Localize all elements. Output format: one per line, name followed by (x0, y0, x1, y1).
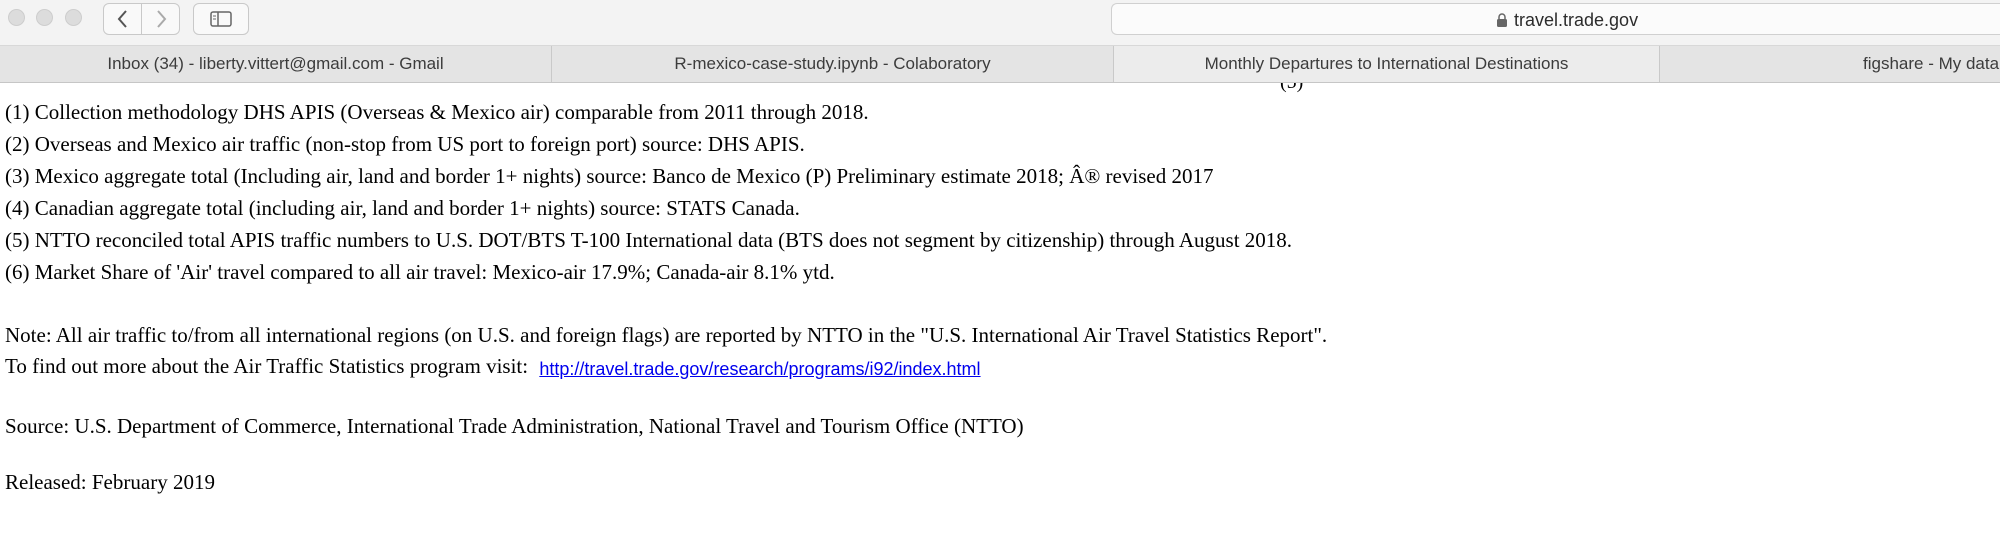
lock-icon (1497, 13, 1507, 27)
more-info-line: To find out more about the Air Traffic S… (5, 354, 981, 379)
forward-button[interactable] (141, 4, 179, 34)
footnote-2: (2) Overseas and Mexico air traffic (non… (5, 132, 805, 156)
sidebar-toggle-button[interactable] (193, 3, 249, 35)
zoom-window-button[interactable] (65, 9, 82, 26)
footnote-1: (1) Collection methodology DHS APIS (Ove… (5, 100, 869, 124)
minimize-window-button[interactable] (36, 9, 53, 26)
tab-figshare[interactable]: figshare - My data (1660, 46, 2000, 82)
back-button[interactable] (104, 4, 141, 34)
footnote-5: (5) NTTO reconciled total APIS traffic n… (5, 228, 1293, 252)
page-content: (5) (1) Collection methodology DHS APIS … (0, 83, 2000, 537)
clipped-footnote-marker: (5) (1280, 83, 1303, 94)
tab-colaboratory[interactable]: R-mexico-case-study.ipynb - Colaboratory (552, 46, 1114, 82)
note-line: Note: All air traffic to/from all intern… (5, 323, 1328, 347)
navigation-buttons (103, 3, 180, 35)
more-info-text: To find out more about the Air Traffic S… (5, 354, 529, 378)
footnote-4: (4) Canadian aggregate total (including … (5, 196, 800, 220)
browser-toolbar: travel.trade.gov (0, 0, 2000, 46)
address-bar[interactable]: travel.trade.gov (1111, 3, 2000, 35)
close-window-button[interactable] (8, 9, 25, 26)
tab-bar: Inbox (34) - liberty.vittert@gmail.com -… (0, 46, 2000, 83)
url-text: travel.trade.gov (1514, 10, 1639, 30)
footnote-6: (6) Market Share of 'Air' travel compare… (5, 260, 835, 284)
address-content: travel.trade.gov (1496, 10, 1638, 31)
air-traffic-program-link[interactable]: http://travel.trade.gov/research/program… (539, 359, 981, 379)
chevron-right-icon (156, 10, 166, 28)
footnote-3: (3) Mexico aggregate total (Including ai… (5, 164, 1214, 188)
source-line: Source: U.S. Department of Commerce, Int… (5, 414, 1024, 438)
chevron-left-icon (117, 10, 127, 28)
released-line: Released: February 2019 (5, 470, 215, 494)
tab-gmail[interactable]: Inbox (34) - liberty.vittert@gmail.com -… (0, 46, 552, 82)
tab-monthly-departures[interactable]: Monthly Departures to International Dest… (1114, 46, 1660, 82)
sidebar-icon (210, 11, 232, 27)
